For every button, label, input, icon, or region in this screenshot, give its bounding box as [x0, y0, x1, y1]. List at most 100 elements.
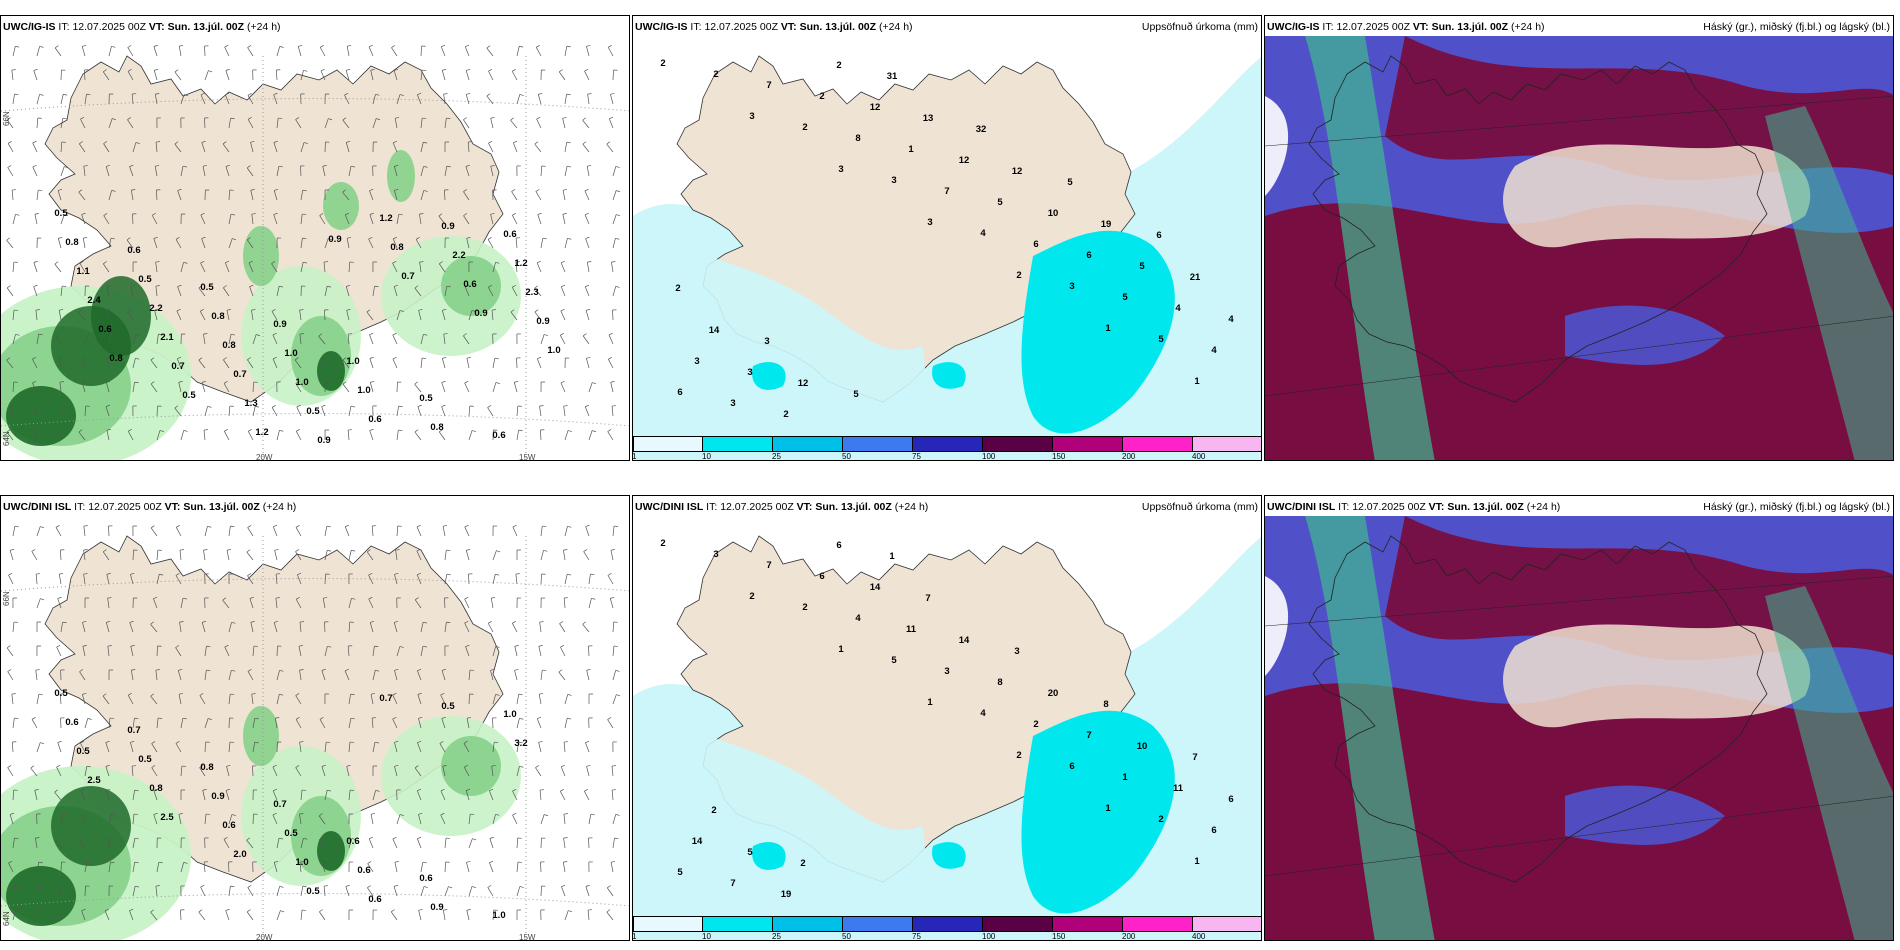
wind-barb [131, 766, 134, 777]
wind-barb [615, 814, 620, 816]
colorbar-swatch [913, 436, 983, 452]
wind-barb [174, 141, 179, 145]
wind-barb [300, 790, 303, 801]
wind-barb [130, 574, 134, 585]
wind-barb [276, 886, 280, 897]
value-label: 2 [1158, 814, 1163, 825]
wind-barb [200, 92, 205, 96]
wind-barb [591, 430, 597, 433]
wind-barb [83, 574, 86, 585]
high-cloud-layer [1385, 516, 1893, 661]
wind-barb [615, 237, 620, 240]
colorbar-frame [633, 436, 1261, 452]
wind-barb [153, 790, 158, 801]
wind-barb [564, 430, 569, 441]
wind-barb [606, 909, 611, 913]
wind-barb [32, 380, 37, 384]
wind-barb [150, 912, 158, 921]
value-label: 2.2 [452, 250, 465, 261]
wind-barb [318, 815, 326, 825]
wind-barb [489, 788, 494, 792]
wind-barb [492, 717, 494, 729]
wind-barb [351, 597, 356, 600]
wind-barb [132, 549, 134, 561]
wind-barb [561, 884, 566, 887]
wind-barb [616, 214, 621, 217]
wind-barb [12, 622, 15, 633]
wind-barb [223, 359, 230, 369]
wind-barb [130, 285, 136, 287]
wind-barb [612, 814, 617, 825]
wind-barb [347, 45, 352, 47]
wind-barb [250, 190, 254, 201]
wind-barb [204, 718, 209, 729]
wind-barb [111, 813, 116, 816]
wind-barb [180, 862, 185, 873]
precip-area [51, 786, 131, 866]
wind-barb [611, 790, 614, 801]
wind-barb [84, 94, 87, 105]
wind-barb [273, 862, 278, 873]
wind-barb [348, 622, 351, 633]
value-label: 8 [997, 677, 1002, 688]
wind-barb [127, 311, 134, 321]
wind-barb [487, 237, 492, 240]
wind-barb [156, 862, 160, 873]
wind-barb [36, 886, 39, 897]
wind-barb [583, 549, 588, 552]
value-label: 1.2 [255, 427, 268, 438]
wind-barbs [6, 44, 621, 441]
wind-barb [610, 381, 615, 383]
wind-barb [496, 550, 501, 553]
wind-barb [35, 310, 38, 321]
wind-barb [441, 404, 446, 407]
wind-barb [582, 120, 590, 129]
wind-barb [250, 140, 255, 143]
wind-barb [7, 167, 14, 177]
wind-barb [83, 237, 88, 239]
wind-barb [563, 838, 566, 849]
clear-area [1503, 144, 1811, 248]
wind-barb [110, 861, 115, 863]
wind-barb [156, 574, 160, 585]
wind-barb [342, 117, 347, 121]
wind-barb [543, 549, 548, 552]
value-label: 0.6 [368, 894, 381, 905]
wind-barb [150, 909, 154, 913]
wind-barb [251, 693, 256, 695]
wind-barb [423, 621, 428, 624]
wind-barb [438, 263, 446, 273]
wind-barb [490, 166, 494, 177]
wind-barb [153, 70, 158, 81]
wind-barb [12, 310, 15, 321]
wind-barb [393, 140, 397, 144]
wind-barb [226, 309, 231, 311]
wind-barb [472, 838, 477, 841]
wind-barb [250, 621, 255, 623]
wind-barb [418, 908, 423, 911]
wind-barb [153, 236, 158, 239]
wind-barb [511, 623, 518, 633]
wind-barb [418, 308, 423, 311]
wind-barb [491, 310, 494, 321]
wind-barb [423, 886, 428, 888]
wind-barb [515, 238, 518, 249]
wind-barb [438, 431, 446, 441]
wind-barb [444, 550, 447, 561]
wind-barb [414, 431, 422, 441]
wind-barb [62, 117, 67, 120]
wind-barb [302, 237, 307, 240]
wind-barb [102, 263, 110, 273]
wind-barb [441, 670, 446, 681]
accum-area-mid [752, 362, 786, 390]
value-label: 1 [908, 144, 914, 155]
wind-barb [560, 310, 566, 321]
wind-barb [519, 886, 524, 888]
wind-barb [562, 862, 566, 873]
wind-barb [492, 382, 497, 393]
wind-barb [273, 140, 278, 143]
wind-barb [370, 620, 375, 623]
wind-barb [495, 646, 500, 648]
wind-barb [369, 214, 374, 225]
value-label: 0.7 [401, 271, 414, 282]
